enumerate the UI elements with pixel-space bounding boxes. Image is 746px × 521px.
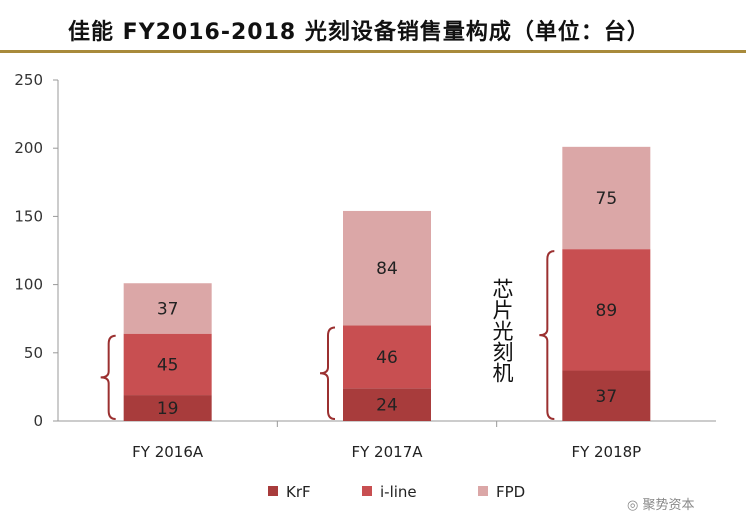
legend-label-krf: KrF: [286, 483, 311, 501]
legend-swatch-krf: [268, 486, 278, 496]
legend-label-fpd: FPD: [496, 483, 525, 501]
bar-segment-krf: [343, 388, 431, 421]
legend-swatch-i-line: [362, 486, 372, 496]
y-tick-label: 50: [24, 344, 43, 362]
y-tick-label: 100: [14, 276, 43, 294]
wechat-icon: ◎: [627, 498, 643, 513]
x-tick-label: FY 2018P: [571, 443, 641, 461]
bars: [123, 146, 651, 421]
bar-segment-krf: [562, 370, 651, 421]
chip-bracket: [319, 326, 336, 420]
data-label: 45: [157, 355, 179, 375]
data-label: 24: [376, 396, 398, 416]
chip-lithography-annotation: 芯片光刻机: [490, 278, 514, 383]
bar-segment-i-line: [562, 249, 651, 371]
data-label: 84: [376, 259, 398, 279]
data-labels: 19 45 37 24 46 84 37 89 75: [157, 189, 617, 419]
chart-title: 佳能 FY2016-2018 光刻设备销售量构成（单位：台）: [68, 20, 650, 45]
x-tick-label: FY 2016A: [132, 443, 204, 461]
bar-segment-fpd: [562, 146, 651, 250]
y-tick-label: 0: [33, 412, 43, 430]
bar-segment-fpd: [123, 283, 212, 334]
legend: KrF i-line FPD: [268, 483, 525, 501]
bar-segment-i-line: [123, 333, 212, 396]
title-divider: [0, 50, 746, 53]
data-label: 75: [596, 189, 618, 209]
bar-segment-krf: [123, 395, 212, 421]
bar-segment-i-line: [343, 325, 431, 389]
legend-label-i-line: i-line: [380, 483, 417, 501]
legend-swatch-fpd: [478, 486, 488, 496]
bar-segment-fpd: [343, 210, 431, 326]
y-tick-label: 150: [14, 207, 43, 225]
y-tick-label: 200: [14, 139, 43, 157]
data-label: 37: [157, 299, 179, 319]
watermark-text: 聚势资本: [642, 498, 695, 513]
data-label: 19: [157, 399, 179, 419]
chip-bracket: [100, 334, 116, 420]
watermark: ◎ 聚势资本: [627, 494, 695, 513]
y-tick-label: 250: [14, 71, 43, 89]
data-label: 46: [376, 348, 398, 368]
chip-bracket: [539, 250, 555, 420]
x-tick-label: FY 2017A: [352, 443, 424, 461]
data-label: 37: [596, 387, 618, 407]
data-label: 89: [596, 301, 618, 321]
